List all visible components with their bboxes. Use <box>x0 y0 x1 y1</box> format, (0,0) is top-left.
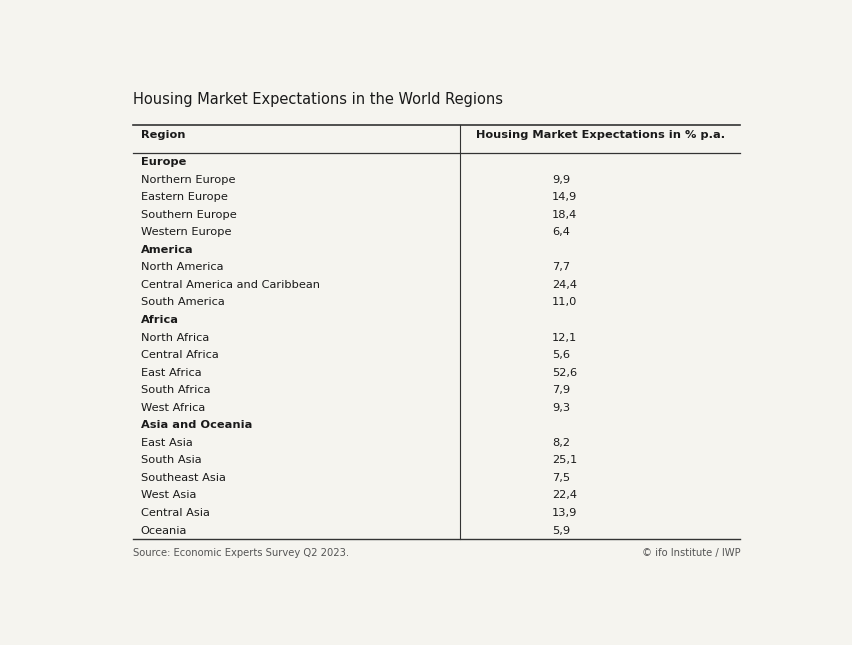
Text: Southeast Asia: Southeast Asia <box>141 473 226 483</box>
Text: America: America <box>141 245 193 255</box>
Text: West Asia: West Asia <box>141 490 196 501</box>
Text: 7,5: 7,5 <box>552 473 570 483</box>
Text: East Africa: East Africa <box>141 368 201 377</box>
Text: 7,7: 7,7 <box>552 263 570 272</box>
Text: 14,9: 14,9 <box>552 192 578 203</box>
Text: Source: Economic Experts Survey Q2 2023.: Source: Economic Experts Survey Q2 2023. <box>133 548 349 558</box>
Text: 8,2: 8,2 <box>552 438 570 448</box>
Text: 13,9: 13,9 <box>552 508 578 518</box>
Text: 12,1: 12,1 <box>552 333 578 342</box>
Text: Central Asia: Central Asia <box>141 508 210 518</box>
Text: 9,9: 9,9 <box>552 175 570 184</box>
Text: Housing Market Expectations in % p.a.: Housing Market Expectations in % p.a. <box>475 130 725 139</box>
Text: South America: South America <box>141 297 225 308</box>
Text: © ifo Institute / IWP: © ifo Institute / IWP <box>642 548 740 558</box>
Text: Southern Europe: Southern Europe <box>141 210 237 220</box>
Text: 5,6: 5,6 <box>552 350 570 360</box>
Text: Europe: Europe <box>141 157 187 167</box>
Text: North Africa: North Africa <box>141 333 209 342</box>
Text: Northern Europe: Northern Europe <box>141 175 235 184</box>
Text: Western Europe: Western Europe <box>141 227 232 237</box>
Text: Central Africa: Central Africa <box>141 350 219 360</box>
Text: South Asia: South Asia <box>141 455 201 465</box>
Text: 18,4: 18,4 <box>552 210 578 220</box>
Text: Region: Region <box>141 130 186 139</box>
Text: 6,4: 6,4 <box>552 227 570 237</box>
Text: Housing Market Expectations in the World Regions: Housing Market Expectations in the World… <box>133 92 503 107</box>
Text: 24,4: 24,4 <box>552 280 577 290</box>
Text: Central America and Caribbean: Central America and Caribbean <box>141 280 320 290</box>
Text: 25,1: 25,1 <box>552 455 578 465</box>
Text: 52,6: 52,6 <box>552 368 578 377</box>
Text: 5,9: 5,9 <box>552 526 570 535</box>
Text: East Asia: East Asia <box>141 438 193 448</box>
Text: Oceania: Oceania <box>141 526 187 535</box>
Text: Eastern Europe: Eastern Europe <box>141 192 227 203</box>
Text: Africa: Africa <box>141 315 179 325</box>
Text: North America: North America <box>141 263 223 272</box>
Text: 9,3: 9,3 <box>552 402 570 413</box>
Text: West Africa: West Africa <box>141 402 205 413</box>
Text: 11,0: 11,0 <box>552 297 578 308</box>
Text: 7,9: 7,9 <box>552 385 570 395</box>
Text: Asia and Oceania: Asia and Oceania <box>141 421 252 430</box>
Text: 22,4: 22,4 <box>552 490 577 501</box>
Text: South Africa: South Africa <box>141 385 210 395</box>
